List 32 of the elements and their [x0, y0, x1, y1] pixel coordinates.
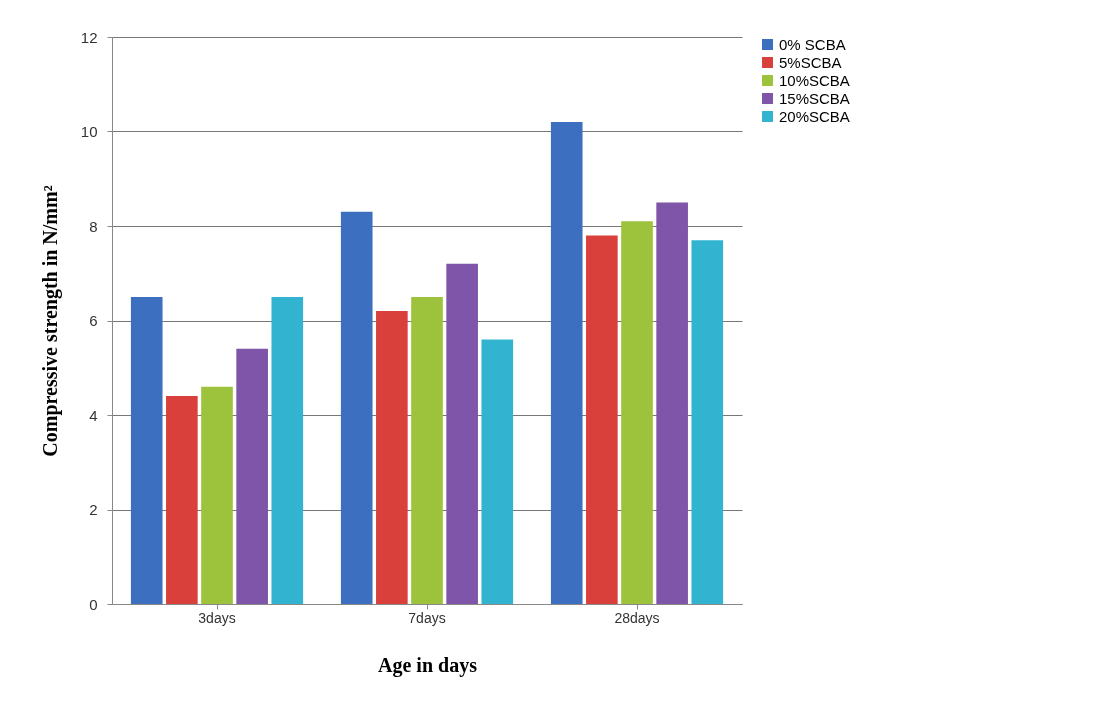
bar: [130, 296, 163, 604]
bar: [376, 311, 408, 604]
bar: [481, 339, 514, 604]
y-tick-label: 12: [80, 28, 98, 46]
bar: [201, 386, 233, 604]
y-tick-label: 2: [89, 501, 98, 518]
bar: [550, 122, 583, 604]
bar: [271, 296, 304, 604]
legend-label: 0% SCBA: [779, 35, 846, 53]
bar: [586, 235, 618, 604]
y-tick-label: 6: [89, 312, 98, 329]
bar: [166, 396, 198, 604]
legend-label: 15%SCBA: [779, 89, 850, 107]
x-axis-title: Age in days: [378, 653, 478, 677]
y-tick-label: 0: [89, 595, 98, 613]
bar: [621, 221, 653, 604]
x-tick-label: 7days: [408, 609, 446, 626]
y-axis-title: Compressive strength in N/mm²: [38, 185, 62, 457]
legend-label: 5%SCBA: [779, 53, 842, 71]
x-tick-label: 28days: [614, 609, 660, 626]
legend-label: 10%SCBA: [779, 71, 850, 89]
bar: [236, 348, 268, 604]
y-tick-label: 8: [89, 217, 98, 235]
bar: [411, 296, 443, 604]
y-tick-label: 10: [80, 123, 98, 140]
bar: [340, 211, 373, 604]
bar: [446, 263, 478, 604]
legend-label: 20%SCBA: [779, 107, 850, 125]
bar: [656, 202, 688, 604]
bar: [691, 240, 724, 604]
x-tick-label: 3days: [198, 609, 236, 626]
y-tick-label: 4: [89, 406, 98, 424]
